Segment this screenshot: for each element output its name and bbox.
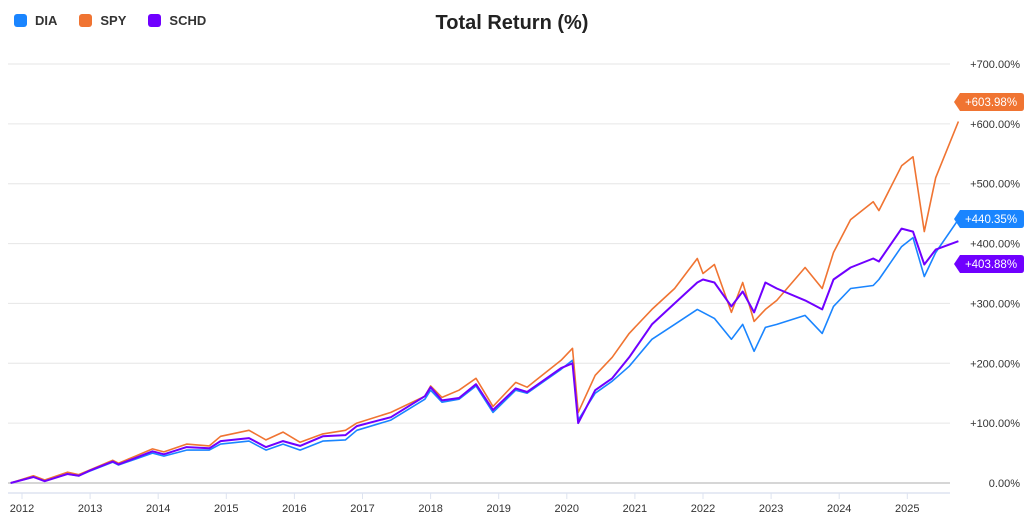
legend-label-spy: SPY xyxy=(100,13,127,28)
x-tick-label: 2023 xyxy=(759,503,783,515)
end-value-label-dia: +440.35% xyxy=(965,214,1017,226)
x-tick-label: 2017 xyxy=(350,503,374,515)
y-tick-label: +100.00% xyxy=(970,418,1020,430)
legend-swatch-schd xyxy=(148,14,162,27)
legend: DIA SPY SCHD xyxy=(14,13,206,28)
x-tick-label: 2024 xyxy=(827,503,851,515)
chart-title: Total Return (%) xyxy=(435,12,589,34)
series-line-schd xyxy=(10,227,959,484)
legend-swatch-spy xyxy=(79,14,93,27)
x-tick-label: 2015 xyxy=(214,503,238,515)
x-tick-label: 2022 xyxy=(691,503,715,515)
series-line-spy xyxy=(10,121,960,484)
end-value-badge-schd xyxy=(954,255,1024,273)
legend-item-spy[interactable]: SPY xyxy=(79,13,126,28)
y-tick-label: +500.00% xyxy=(970,179,1020,191)
x-tick-label: 2016 xyxy=(282,503,306,515)
legend-item-schd[interactable]: SCHD xyxy=(148,13,206,28)
y-tick-label: +600.00% xyxy=(970,119,1020,131)
legend-label-dia: DIA xyxy=(35,13,58,28)
x-tick-label: 2013 xyxy=(78,503,102,515)
y-tick-label: +200.00% xyxy=(970,358,1020,370)
series-line-dia xyxy=(10,218,960,484)
y-tick-label: +300.00% xyxy=(970,298,1020,310)
x-tick-label: 2014 xyxy=(146,503,170,515)
x-tick-label: 2021 xyxy=(623,503,647,515)
x-tick-label: 2012 xyxy=(10,503,34,515)
end-value-label-spy: +603.98% xyxy=(965,97,1017,109)
end-value-badge-dia xyxy=(954,210,1024,228)
end-value-label-schd: +403.88% xyxy=(965,259,1017,271)
end-value-badge-spy xyxy=(954,93,1024,111)
y-tick-label: +400.00% xyxy=(970,239,1020,251)
legend-label-schd: SCHD xyxy=(169,13,207,28)
x-tick-label: 2019 xyxy=(486,503,510,515)
legend-swatch-dia xyxy=(14,14,27,27)
legend-item-dia[interactable]: DIA xyxy=(14,13,57,28)
y-tick-label: +700.00% xyxy=(970,59,1020,71)
x-tick-label: 2025 xyxy=(895,503,919,515)
y-tick-label: 0.00% xyxy=(989,478,1020,490)
x-tick-label: 2020 xyxy=(555,503,579,515)
x-tick-label: 2018 xyxy=(418,503,442,515)
